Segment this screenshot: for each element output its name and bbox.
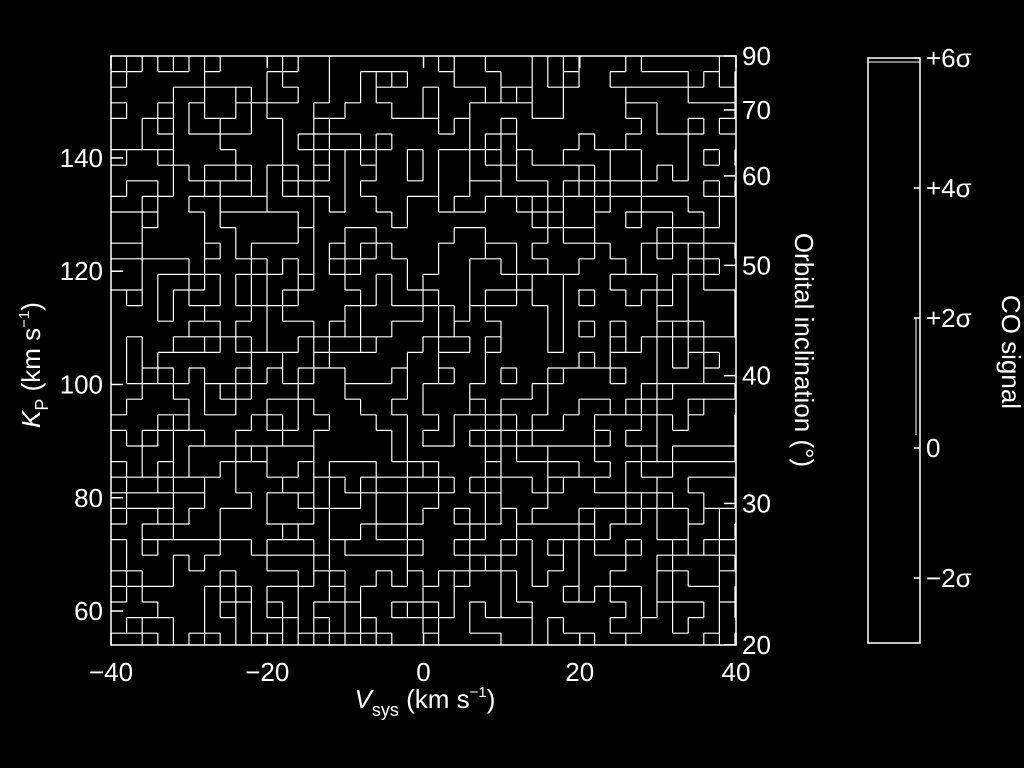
colorbar-tick-label: −2σ <box>926 563 972 593</box>
signal-contours <box>111 56 736 645</box>
colorbar-tick-label: +4σ <box>926 173 972 203</box>
y2-tick-label: 60 <box>742 161 771 191</box>
y-tick-label: 100 <box>60 369 103 399</box>
colorbar-tick-label: +6σ <box>926 43 972 73</box>
y-tick-label: 120 <box>60 256 103 286</box>
x-axis-title: Vsys (km s−1) <box>355 684 496 720</box>
y2-tick-labels: 20 30 40 50 60 70 90 <box>742 41 771 660</box>
y-axis-title: KP (km s−1) <box>16 302 52 428</box>
y-tick-labels: 60 80 100 120 140 <box>60 143 103 626</box>
colorbar-tick-label: +2σ <box>926 303 972 333</box>
x-tick-label: 0 <box>416 657 430 687</box>
y2-tick-label: 70 <box>742 95 771 125</box>
x-tick-label: −20 <box>245 657 289 687</box>
y-tick-label: 80 <box>74 483 103 513</box>
x-tick-labels: −40 −20 0 20 40 <box>89 657 751 687</box>
x-tick-label: 20 <box>565 657 594 687</box>
y2-tick-label: 30 <box>742 488 771 518</box>
y-tick-label: 140 <box>60 143 103 173</box>
y2-tick-label: 20 <box>742 630 771 660</box>
x-tick-label: 40 <box>722 657 751 687</box>
colorbar-title: CO signal <box>996 295 1024 409</box>
x-tick-label: −40 <box>89 657 133 687</box>
colorbar: −2σ 0 +2σ +4σ +6σ <box>867 43 972 644</box>
signal-map <box>111 56 736 645</box>
colorbar-tick-label: 0 <box>926 433 940 463</box>
y-tick-label: 60 <box>74 596 103 626</box>
colorbar-frame <box>867 57 921 644</box>
y2-tick-label: 50 <box>742 250 771 280</box>
axis-ticks <box>110 55 737 646</box>
y2-axis-title: Orbital inclination (°) <box>789 233 819 467</box>
y2-tick-label: 90 <box>742 41 771 71</box>
y2-tick-label: 40 <box>742 361 771 391</box>
